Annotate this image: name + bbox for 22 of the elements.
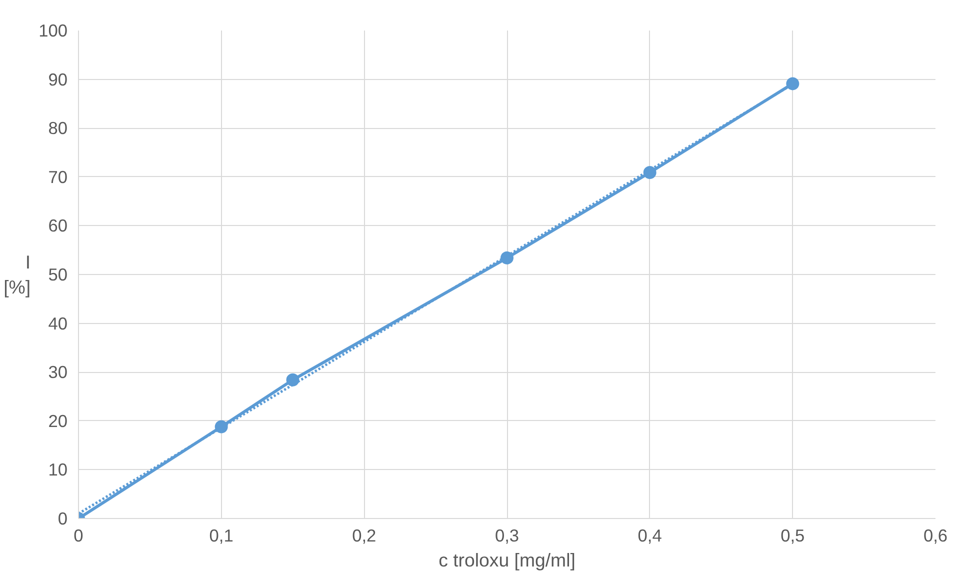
y-tick-label: 80 [48,118,68,138]
y-tick-label: 40 [48,313,68,334]
y-tick-label: 60 [48,216,68,236]
x-tick-label: 0,5 [780,526,805,546]
y-tick-label: 100 [38,20,68,40]
y-tick-label: 30 [48,362,68,382]
y-tick-label: 20 [48,410,68,431]
y-tick-label: 50 [48,264,68,284]
x-tick-label: 0,6 [923,526,948,546]
point [786,77,800,90]
x-tick-label: 0,1 [209,526,234,546]
point [286,373,300,386]
x-tick-label: 0,4 [638,526,662,546]
y-axis-title: I [%] [4,251,31,298]
x-tick-label: 0,2 [352,526,376,546]
x-tick-label: 0,3 [494,526,520,546]
x-axis-title: c troloxu [mg/ml] [438,550,576,570]
x-tick-label: 0 [74,526,84,546]
y-tick-label: 10 [48,460,68,480]
y-tick-label: 90 [48,69,68,90]
y-tick-label: 0 [58,508,68,528]
y-tick-label: 70 [48,166,68,187]
